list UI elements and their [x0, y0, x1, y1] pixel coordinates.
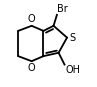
Text: O: O [28, 63, 36, 73]
Text: O: O [28, 14, 36, 24]
Text: S: S [69, 33, 75, 43]
Text: Br: Br [57, 4, 68, 14]
Text: OH: OH [65, 65, 80, 75]
